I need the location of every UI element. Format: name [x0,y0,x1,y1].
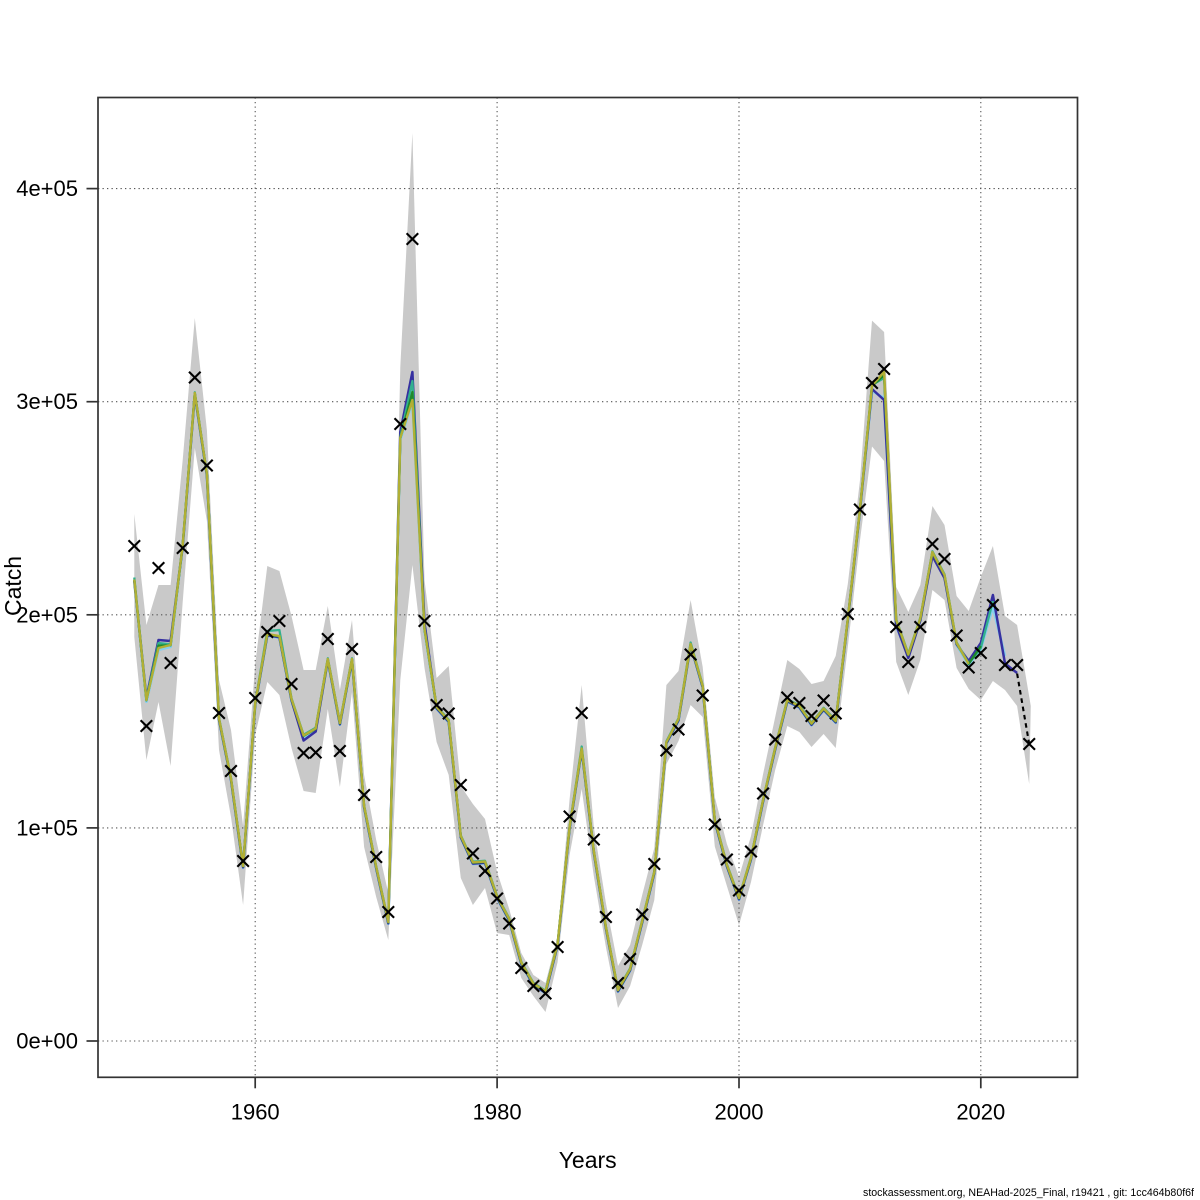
svg-text:2020: 2020 [956,1100,1005,1125]
svg-text:3e+05: 3e+05 [16,389,78,414]
svg-text:stockassessment.org, NEAHad-20: stockassessment.org, NEAHad-2025_Final, … [863,1187,1194,1199]
svg-text:1e+05: 1e+05 [16,815,78,840]
svg-text:2e+05: 2e+05 [16,602,78,627]
svg-text:4e+05: 4e+05 [16,176,78,201]
svg-text:Catch: Catch [0,556,26,616]
svg-text:1960: 1960 [231,1100,280,1125]
svg-text:1980: 1980 [473,1100,522,1125]
svg-text:2000: 2000 [715,1100,764,1125]
svg-text:Years: Years [559,1147,617,1173]
svg-text:0e+00: 0e+00 [16,1029,78,1054]
